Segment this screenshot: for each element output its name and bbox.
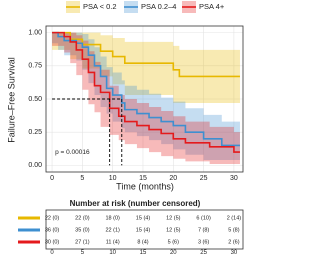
- confidence-band: [52, 32, 240, 161]
- risk-cell: 22 (0): [75, 215, 90, 221]
- chart: Failure–Free Survival Time (months) Numb…: [6, 1, 244, 254]
- risk-cell: 12 (5): [166, 227, 181, 233]
- risk-cell: 2 (14): [227, 215, 242, 221]
- x-tick-label: 30: [230, 175, 238, 182]
- annotation: p = 0.00016: [55, 149, 90, 156]
- risk-time-label: 20: [170, 250, 177, 254]
- risk-cell: 36 (0): [45, 227, 60, 233]
- legend-label: PSA < 0.2: [83, 2, 117, 11]
- risk-table-frame: [45, 209, 244, 250]
- risk-cell: 5 (6): [168, 239, 179, 245]
- risk-cell: 7 (8): [198, 227, 209, 233]
- risk-time-label: 15: [140, 250, 147, 254]
- risk-time-label: 0: [50, 250, 54, 254]
- risk-cell: 6 (10): [196, 215, 211, 221]
- risk-cell: 22 (0): [45, 215, 60, 221]
- y-tick-label: 0.25: [28, 129, 42, 136]
- risk-time-label: 10: [109, 250, 116, 254]
- risk-cell: 35 (0): [75, 227, 90, 233]
- y-tick-label: 0.75: [28, 63, 42, 70]
- risk-cell: 11 (4): [106, 239, 120, 245]
- survival-curve: [52, 31, 240, 78]
- y-tick-label: 1.00: [28, 29, 42, 36]
- risk-cell: 5 (8): [228, 227, 239, 233]
- x-tick-label: 0: [50, 175, 54, 182]
- legend-label: PSA 4+: [199, 2, 225, 11]
- page: {"chart_data": { "type": "survival", "st…: [6, 1, 244, 254]
- risk-table-title: Number at risk (number censored): [70, 199, 201, 208]
- risk-cell: 27 (1): [75, 239, 90, 245]
- x-axis-label: Time (months): [116, 181, 174, 191]
- risk-cell: 3 (6): [198, 239, 209, 245]
- risk-cell: 18 (0): [105, 215, 120, 221]
- risk-cell: 8 (4): [137, 239, 148, 245]
- risk-cell: 30 (0): [45, 239, 60, 245]
- risk-cell: 15 (4): [136, 215, 151, 221]
- y-tick-label: 0.50: [28, 96, 42, 103]
- x-tick-label: 5: [80, 175, 84, 182]
- risk-cell: 12 (5): [166, 215, 181, 221]
- x-tick-label: 15: [139, 175, 147, 182]
- survival-curve: [52, 31, 240, 147]
- risk-time-label: 30: [231, 250, 238, 254]
- risk-cell: 15 (4): [136, 227, 151, 233]
- x-tick-label: 10: [109, 175, 117, 182]
- y-axis-label: Failure–Free Survival: [6, 57, 16, 143]
- legend-label: PSA 0.2–4: [141, 2, 176, 11]
- risk-cell: 22 (1): [105, 227, 120, 233]
- x-tick-label: 25: [200, 175, 208, 182]
- plot-border: [45, 25, 244, 173]
- risk-cell: 2 (6): [228, 239, 239, 245]
- x-tick-label: 20: [169, 175, 177, 182]
- risk-time-label: 5: [81, 250, 85, 254]
- y-tick-label: 0.00: [28, 162, 42, 169]
- confidence-band: [52, 32, 240, 103]
- survival-curve: [52, 31, 240, 153]
- risk-time-label: 25: [200, 250, 207, 254]
